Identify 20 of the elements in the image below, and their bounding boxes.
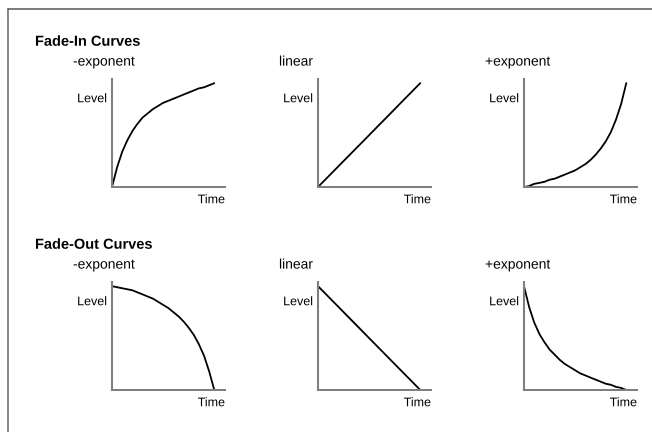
x-axis-title: Time [610,194,636,204]
y-axis-title: Level [490,93,518,102]
chart-title: +exponent [486,56,550,68]
text: Fade-In Curves [36,35,140,46]
text: Fade-Out Curves [36,238,152,249]
x-axis-title: Time [610,397,636,406]
x-axis-title: Time [198,397,224,406]
chart-title: -exponent [74,56,135,68]
chart-title: linear [280,258,313,269]
x-axis-title: Time [198,194,224,204]
x-axis-title: Time [404,397,430,406]
y-axis-title: Level [490,296,518,306]
chart-title: +exponent [486,260,550,272]
y-axis-title: Level [284,296,312,306]
y-axis-title: Level [284,93,312,102]
chart-title: -exponent [74,260,135,272]
x-axis-title: Time [404,194,430,204]
y-axis-title: Level [78,296,106,306]
y-axis-title: Level [78,93,106,102]
chart-title: linear [280,56,313,66]
